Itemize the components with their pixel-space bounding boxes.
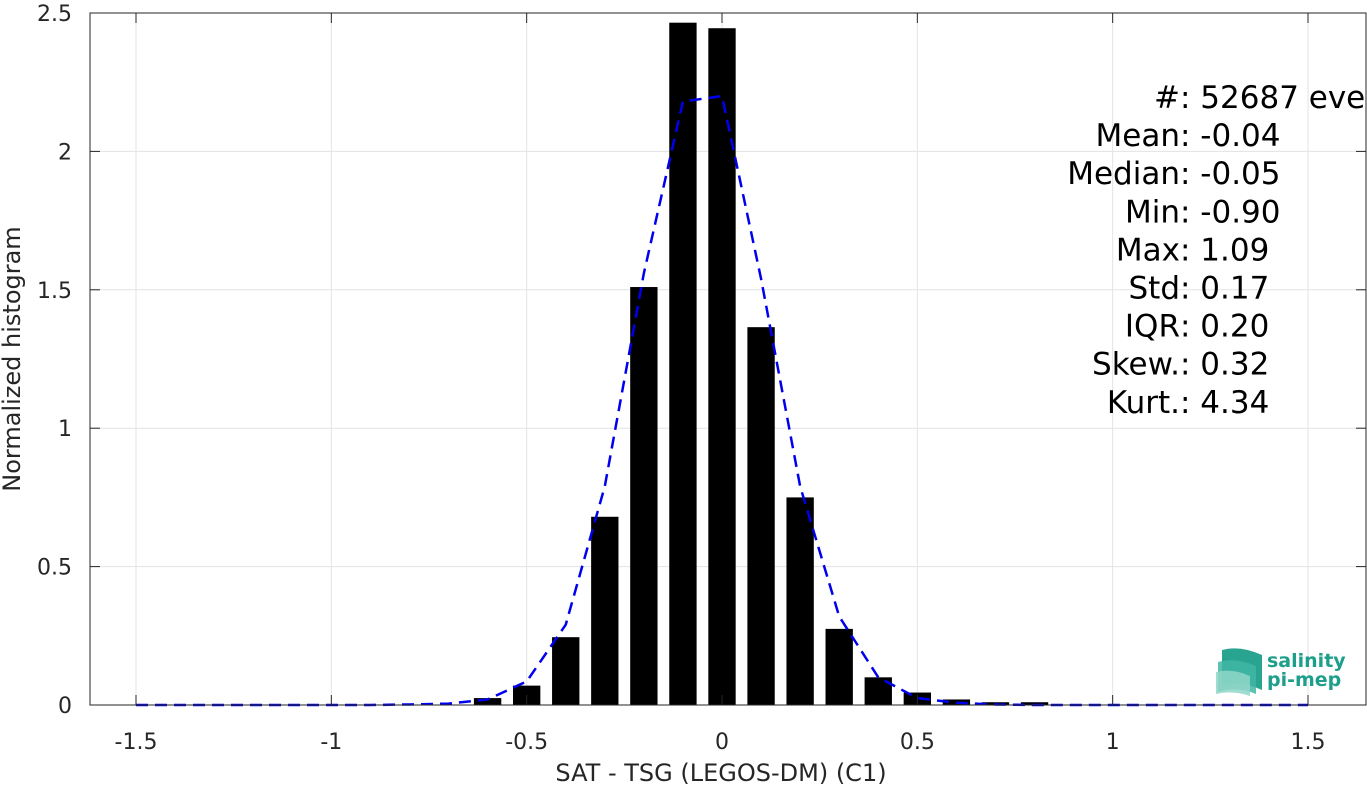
stat-label: Skew. bbox=[1092, 347, 1180, 383]
histogram-bar bbox=[786, 497, 814, 705]
y-tick-label: 0 bbox=[58, 694, 72, 719]
y-tick-label: 2 bbox=[58, 140, 72, 165]
histogram-bar bbox=[1020, 702, 1049, 705]
stat-value: : -0.90 bbox=[1180, 194, 1281, 230]
y-tick-label: 1 bbox=[58, 417, 72, 442]
histogram-bar bbox=[747, 327, 775, 705]
histogram-bars bbox=[473, 22, 1049, 706]
stat-value: : 52687 events bbox=[1180, 80, 1367, 116]
stat-value: : -0.04 bbox=[1180, 118, 1281, 154]
stat-label: Kurt. bbox=[1107, 385, 1180, 421]
y-tick-label: 0.5 bbox=[37, 556, 72, 581]
histogram-bar bbox=[552, 637, 580, 705]
histogram-bar bbox=[630, 287, 658, 705]
x-tick-label: 1.5 bbox=[1291, 730, 1326, 755]
logo-wave-icon bbox=[1216, 648, 1262, 696]
salinity-pi-mep-logo: salinity pi-mep bbox=[1216, 648, 1346, 696]
x-tick-label: 0.5 bbox=[900, 730, 935, 755]
x-tick-label: -1.5 bbox=[115, 730, 158, 755]
x-tick-label: 1 bbox=[1106, 730, 1120, 755]
histogram-bar bbox=[669, 22, 697, 706]
y-tick-label: 1.5 bbox=[37, 279, 72, 304]
stat-label: Min bbox=[1125, 194, 1180, 230]
x-tick-labels: -1.5 -1 -0.5 0 0.5 1 1.5 bbox=[115, 730, 1326, 755]
stat-label: Std bbox=[1128, 271, 1180, 307]
axis-ticks bbox=[90, 12, 1366, 706]
stat-value: : 1.09 bbox=[1180, 232, 1269, 268]
histogram-bar bbox=[825, 628, 853, 705]
stat-label: Max bbox=[1116, 232, 1180, 268]
stat-label: # bbox=[1154, 80, 1180, 116]
stat-value: : 4.34 bbox=[1180, 385, 1269, 421]
stat-value: : 0.20 bbox=[1180, 309, 1269, 345]
stat-value: : 0.32 bbox=[1180, 347, 1269, 383]
y-tick-label: 2.5 bbox=[37, 2, 72, 27]
plot-frame bbox=[89, 12, 1367, 706]
x-tick-label: -1 bbox=[320, 730, 342, 755]
stat-value: : -0.05 bbox=[1180, 156, 1281, 192]
logo-line2: pi-mep bbox=[1267, 669, 1341, 691]
stat-label: Median bbox=[1067, 156, 1180, 192]
logo-line1: salinity bbox=[1267, 650, 1346, 672]
y-tick-labels: 0 0.5 1 1.5 2 2.5 bbox=[37, 2, 72, 719]
stat-label: IQR bbox=[1125, 309, 1180, 345]
histogram-bar bbox=[591, 516, 619, 705]
y-axis-label: Normalized histogram bbox=[0, 226, 26, 491]
x-axis-label: SAT - TSG (LEGOS-DM) (C1) bbox=[555, 759, 886, 785]
stat-label: Mean bbox=[1096, 118, 1180, 154]
x-tick-label: 0 bbox=[715, 730, 729, 755]
histogram-bar bbox=[473, 698, 502, 705]
stat-value: : 0.17 bbox=[1180, 271, 1269, 307]
histogram-bar bbox=[708, 28, 736, 706]
x-tick-label: -0.5 bbox=[505, 730, 548, 755]
